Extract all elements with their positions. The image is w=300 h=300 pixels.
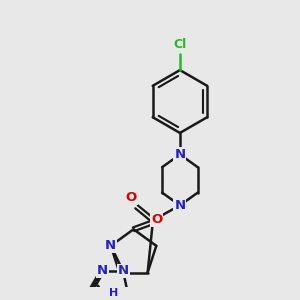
Text: H: H: [109, 288, 118, 298]
Text: O: O: [125, 191, 137, 204]
Text: N: N: [97, 265, 108, 278]
Text: N: N: [174, 199, 185, 212]
Text: O: O: [151, 213, 162, 226]
Text: N: N: [105, 239, 116, 252]
Text: N: N: [174, 148, 185, 161]
Text: Cl: Cl: [173, 38, 187, 51]
Text: N: N: [118, 265, 129, 278]
